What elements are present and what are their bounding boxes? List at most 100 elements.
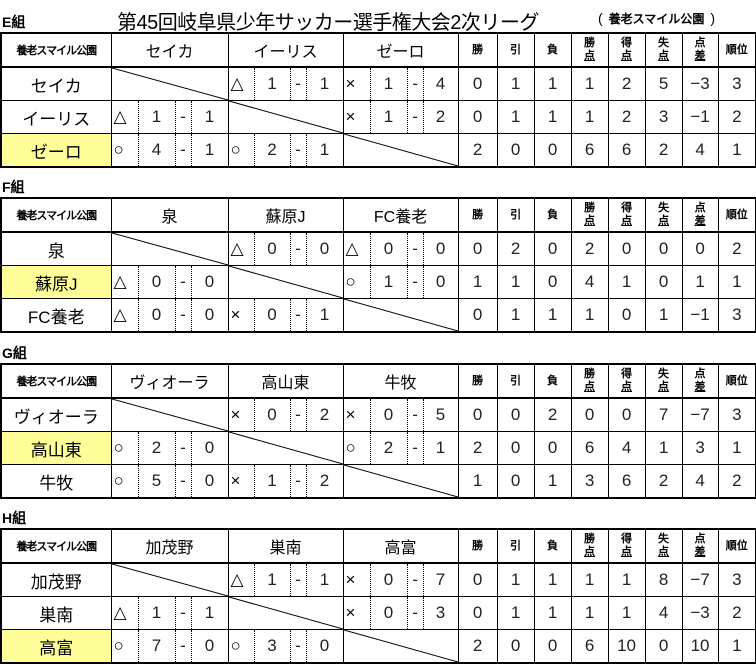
score-against: 4 — [422, 66, 459, 101]
stat-value: 2 — [644, 464, 683, 499]
row-team-name: 加茂野 — [0, 562, 112, 597]
stat-value: −1 — [681, 100, 719, 134]
venue-corner-cell: 養老スマイル公園 — [0, 528, 112, 564]
header-row: 養老スマイル公園 ヴィオーラ 高山東 牛牧勝引負勝点得点失点点差順位 — [0, 363, 756, 399]
stat-value: 2 — [607, 66, 646, 101]
score-for: 0 — [137, 265, 176, 299]
stat-value: −3 — [681, 66, 719, 101]
stat-value: 1 — [681, 265, 719, 299]
stat-value: 1 — [496, 100, 535, 134]
stat-value: 1 — [570, 100, 609, 134]
stat-value: 8 — [644, 562, 683, 597]
score-dash: - — [406, 596, 424, 630]
result-mark: △ — [227, 66, 255, 101]
score-for: 2 — [137, 431, 176, 465]
stat-header: 失点 — [644, 32, 683, 68]
score-for: 1 — [253, 464, 291, 499]
column-team-header: 牛牧 — [342, 363, 459, 399]
result-mark: ○ — [227, 629, 255, 664]
score-against: 0 — [422, 265, 459, 299]
score-against: 1 — [422, 431, 459, 465]
column-team-header: ヴィオーラ — [110, 363, 229, 399]
venue-corner-cell: 養老スマイル公園 — [0, 197, 112, 233]
score-against: 0 — [422, 231, 459, 266]
venue-label: (養老スマイル公園) — [598, 10, 715, 26]
score-against: 1 — [305, 298, 344, 333]
group-label: G組 — [2, 345, 27, 361]
column-team-header: 巣南 — [227, 528, 344, 564]
score-for: 0 — [253, 397, 291, 432]
stat-value: 0 — [644, 265, 683, 299]
row-team-name: 泉 — [0, 231, 112, 266]
table-row: 蘇原J △ 0-0 ○ 1-0 1 1 0 4 1 0 1 1 — [0, 265, 756, 299]
column-team-header: FC養老 — [342, 197, 459, 233]
score-for: 1 — [137, 596, 176, 630]
stat-value: 1 — [533, 100, 572, 134]
score-for: 2 — [369, 431, 408, 465]
stat-value: 0 — [533, 133, 572, 168]
result-mark: × — [227, 464, 255, 499]
result-mark: × — [342, 100, 371, 134]
score-dash: - — [289, 66, 307, 101]
stat-header: 順位 — [717, 197, 756, 233]
venue-corner-cell: 養老スマイル公園 — [0, 363, 112, 399]
result-mark: × — [342, 397, 371, 432]
score-against: 0 — [305, 629, 344, 664]
stat-value: 1 — [644, 431, 683, 465]
stat-value: 0 — [496, 431, 535, 465]
row-team-name: セイカ — [0, 66, 112, 101]
stat-value: 6 — [570, 431, 609, 465]
result-mark: △ — [342, 231, 371, 266]
score-for: 0 — [137, 298, 176, 333]
stat-value: −3 — [681, 596, 719, 630]
column-team-header: 泉 — [110, 197, 229, 233]
stat-value: 2 — [717, 231, 756, 266]
score-for: 1 — [369, 265, 408, 299]
score-against: 1 — [305, 66, 344, 101]
score-against: 0 — [190, 464, 229, 499]
stat-value: 3 — [717, 298, 756, 333]
column-team-header: 高富 — [342, 528, 459, 564]
header-row: 養老スマイル公園泉蘇原J FC養老勝引負勝点得点失点点差順位 — [0, 197, 756, 233]
row-team-name: 巣南 — [0, 596, 112, 630]
score-against: 5 — [422, 397, 459, 432]
score-for: 0 — [369, 596, 408, 630]
stat-value: 4 — [681, 133, 719, 168]
score-for: 1 — [253, 562, 291, 597]
row-team-name: 高山東 — [0, 431, 112, 465]
result-mark: △ — [227, 562, 255, 597]
stat-header: 得点 — [607, 32, 646, 68]
stat-header: 得点 — [607, 363, 646, 399]
stat-value: 2 — [533, 397, 572, 432]
stat-header: 順位 — [717, 528, 756, 564]
stat-header: 勝 — [457, 363, 498, 399]
table-row: イーリス △ 1-1 × 1-2 0 1 1 1 2 3 −1 2 — [0, 100, 756, 134]
score-dash: - — [174, 133, 192, 168]
stat-value: 3 — [717, 397, 756, 432]
stat-value: 1 — [717, 265, 756, 299]
result-mark: △ — [110, 100, 139, 134]
self-match-cell — [342, 133, 459, 168]
stat-header: 失点 — [644, 197, 683, 233]
score-dash: - — [289, 231, 307, 266]
column-team-header: セイカ — [110, 32, 229, 68]
row-team-name: 高富 — [0, 629, 112, 664]
venue-corner-cell: 養老スマイル公園 — [0, 32, 112, 68]
score-dash: - — [174, 431, 192, 465]
stat-header: 点差 — [681, 197, 719, 233]
stat-value: 2 — [717, 596, 756, 630]
stat-value: 0 — [457, 397, 498, 432]
stat-value: −1 — [681, 298, 719, 333]
score-dash: - — [174, 596, 192, 630]
row-team-name: ヴィオーラ — [0, 397, 112, 432]
self-match-cell — [227, 596, 344, 630]
score-against: 7 — [422, 562, 459, 597]
stat-value: 2 — [570, 231, 609, 266]
stat-value: −7 — [681, 562, 719, 597]
result-mark: × — [227, 397, 255, 432]
score-for: 0 — [253, 231, 291, 266]
stat-header: 勝 — [457, 32, 498, 68]
stat-header: 順位 — [717, 363, 756, 399]
page-title: 第45回岐阜県少年サッカー選手権大会2次リーグ — [117, 12, 539, 34]
stat-header: 得点 — [607, 197, 646, 233]
